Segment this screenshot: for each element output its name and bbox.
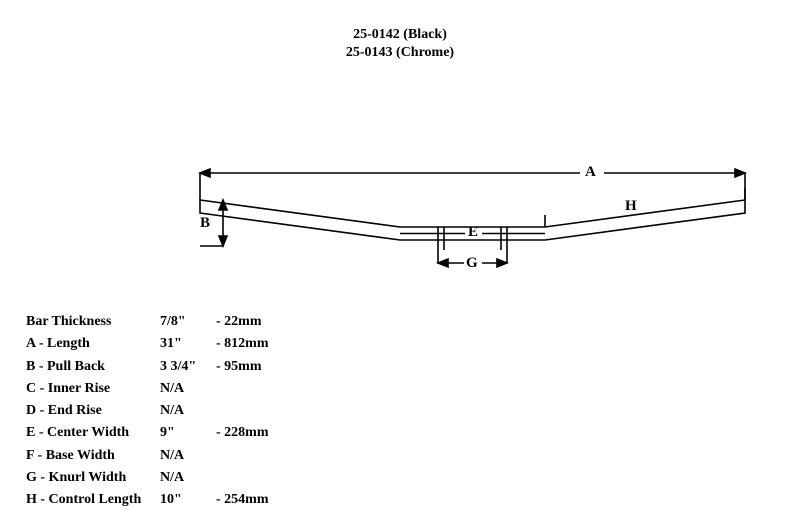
part-number-black: 25-0142 (Black) [0, 26, 800, 44]
spec-name: Bar Thickness [26, 312, 158, 332]
spec-mm: - 95mm [216, 357, 269, 377]
spec-name: C - Inner Rise [26, 379, 158, 399]
dim-g-arrow-l [438, 259, 448, 267]
spec-mm: - 228mm [216, 423, 269, 443]
dim-b-arrow-t [219, 200, 227, 210]
spec-mm: - 812mm [216, 334, 269, 354]
spec-mm [216, 468, 269, 488]
spec-in: 9" [160, 423, 214, 443]
spec-row: F - Base Width N/A [26, 446, 269, 466]
handlebar-diagram: A B E G H [190, 160, 755, 280]
dim-b-arrow-b [219, 236, 227, 246]
spec-in: 31" [160, 334, 214, 354]
spec-name: A - Length [26, 334, 158, 354]
spec-row: A - Length 31" - 812mm [26, 334, 269, 354]
label-a: A [585, 164, 596, 181]
spec-table: Bar Thickness 7/8" - 22mm A - Length 31"… [24, 310, 271, 513]
page: 25-0142 (Black) 25-0143 (Chrome) [0, 0, 800, 504]
spec-mm [216, 446, 269, 466]
spec-in: N/A [160, 446, 214, 466]
label-e: E [468, 224, 478, 241]
spec-name: H - Control Length [26, 490, 158, 510]
spec-row: C - Inner Rise N/A [26, 379, 269, 399]
spec-in: N/A [160, 379, 214, 399]
dim-a-arrow-l [200, 169, 210, 177]
spec-row: G - Knurl Width N/A [26, 468, 269, 488]
dim-a-arrow-r [735, 169, 745, 177]
spec-mm: - 22mm [216, 312, 269, 332]
label-h: H [625, 198, 637, 215]
label-g: G [466, 255, 478, 272]
spec-row: B - Pull Back 3 3/4" - 95mm [26, 357, 269, 377]
spec-row: Bar Thickness 7/8" - 22mm [26, 312, 269, 332]
spec-name: D - End Rise [26, 401, 158, 421]
spec-name: B - Pull Back [26, 357, 158, 377]
spec-row: D - End Rise N/A [26, 401, 269, 421]
spec-mm: - 254mm [216, 490, 269, 510]
spec-in: 3 3/4" [160, 357, 214, 377]
dim-g-arrow-r [497, 259, 507, 267]
spec-in: 10" [160, 490, 214, 510]
spec-in: N/A [160, 401, 214, 421]
spec-mm [216, 401, 269, 421]
label-b: B [200, 215, 210, 232]
spec-mm [216, 379, 269, 399]
spec-row: H - Control Length 10" - 254mm [26, 490, 269, 510]
spec-in: N/A [160, 468, 214, 488]
spec-row: E - Center Width 9" - 228mm [26, 423, 269, 443]
spec-name: F - Base Width [26, 446, 158, 466]
part-number-chrome: 25-0143 (Chrome) [0, 44, 800, 62]
spec-in: 7/8" [160, 312, 214, 332]
spec-name: E - Center Width [26, 423, 158, 443]
header: 25-0142 (Black) 25-0143 (Chrome) [0, 26, 800, 62]
spec-name: G - Knurl Width [26, 468, 158, 488]
